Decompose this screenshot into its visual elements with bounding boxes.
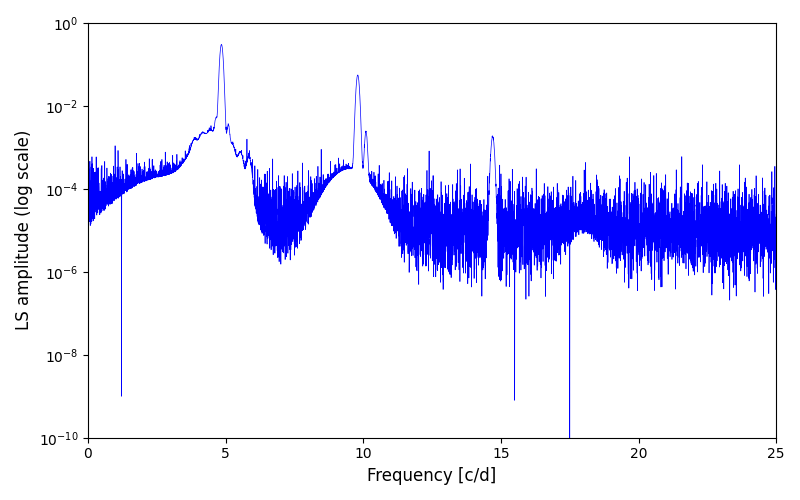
Y-axis label: LS amplitude (log scale): LS amplitude (log scale)	[15, 130, 33, 330]
X-axis label: Frequency [c/d]: Frequency [c/d]	[367, 467, 497, 485]
